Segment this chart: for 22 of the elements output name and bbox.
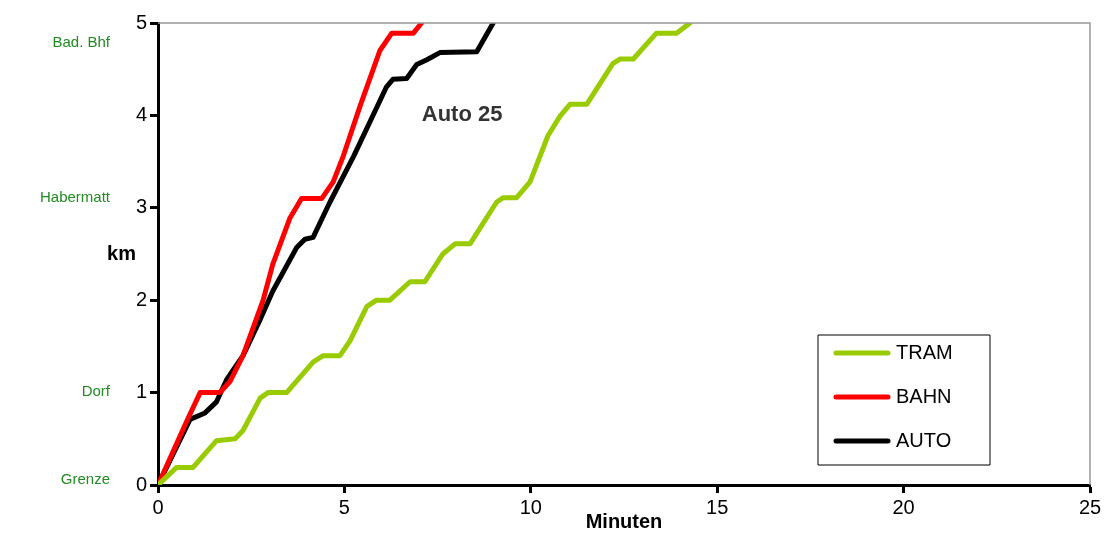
text: Grenze: [60, 470, 110, 488]
y-tick-label: 3: [135, 195, 147, 218]
legend-label: AUTO: [896, 428, 952, 451]
x-tick-label: 20: [892, 495, 915, 518]
y-tick-label: 4: [135, 102, 147, 125]
text: Bad. Bhf: [52, 33, 111, 51]
annotation: Auto 25: [421, 100, 503, 126]
y-tick-label: 5: [135, 10, 147, 33]
y-tick-label: 2: [135, 287, 147, 310]
x-tick-label: 25: [1078, 495, 1102, 518]
y-axis-title: km: [107, 241, 136, 264]
x-tick-label: 10: [519, 495, 542, 518]
x-tick-label: 15: [706, 495, 729, 518]
legend-label: BAHN: [896, 384, 952, 407]
text: Habermatt: [39, 188, 111, 206]
legend-label: TRAM: [896, 340, 953, 363]
x-tick-label: 0: [152, 495, 164, 518]
y-tick-label: 0: [135, 472, 147, 495]
x-axis-title: Minuten: [585, 509, 663, 532]
x-tick-label: 5: [338, 495, 350, 518]
y-tick-label: 1: [135, 380, 147, 403]
text: Dorf: [81, 381, 111, 399]
